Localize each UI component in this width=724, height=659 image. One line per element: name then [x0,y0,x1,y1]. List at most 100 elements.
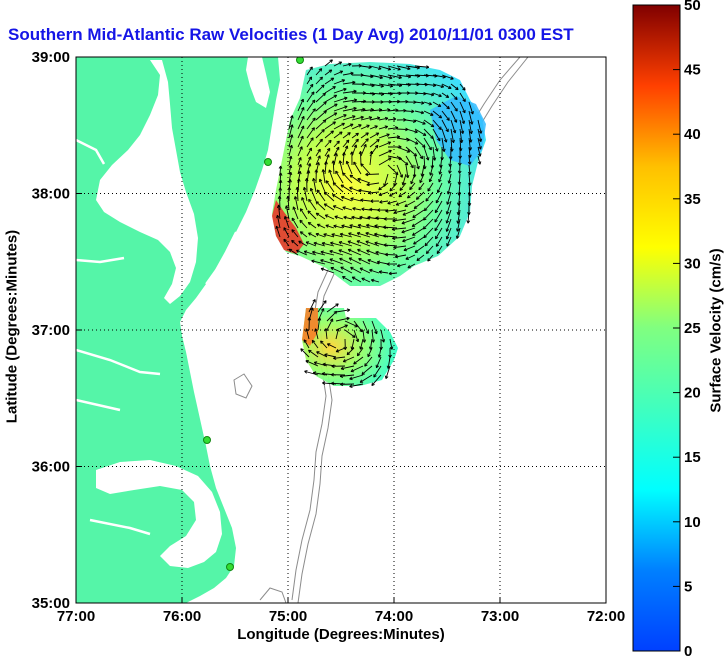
velocity-arrow [288,115,294,130]
velocity-arrow [432,110,443,119]
velocity-arrow [315,138,323,148]
velocity-arrow [315,110,327,121]
velocity-arrow [331,233,344,238]
velocity-arrow [468,101,474,115]
velocity-arrow [299,219,308,229]
velocity-arrow [435,191,443,204]
velocity-arrow [373,365,382,378]
velocity-arrow [369,138,380,148]
velocity-arrow [441,101,450,110]
velocity-arrow [329,258,344,265]
velocity-arrow [369,74,383,80]
velocity-arrow [385,209,398,213]
velocity-arrow [333,70,344,76]
velocity-arrow [306,108,316,121]
velocity-arrow [359,338,364,350]
pamlico-sound [96,460,222,568]
velocity-arrow [466,209,471,224]
velocity-arrow [432,101,442,107]
velocity-arrow [459,110,466,124]
velocity-arrow [358,188,371,193]
velocity-arrow [365,172,380,177]
colorbar-tick-label: 30 [684,255,701,272]
velocity-arrow [335,347,346,353]
velocity-arrow [370,278,380,283]
velocity-arrow [427,254,434,262]
longitude-tick-label: 73:00 [481,608,519,625]
velocity-arrow [308,299,316,313]
velocity-arrow [409,182,416,191]
velocity-arrow [326,318,334,331]
velocity-arrow [349,186,362,193]
velocity-arrow [316,223,326,229]
velocity-arrow [353,161,362,175]
velocity-arrow [395,200,407,206]
velocity-arrow [414,146,424,160]
velocity-arrow [307,317,312,331]
velocity-arrow [297,98,304,112]
velocity-arrow [308,198,317,211]
velocity-arrow [378,133,390,139]
velocity-arrow [324,112,338,121]
velocity-arrow [418,182,425,191]
velocity-arrow [303,250,317,256]
radar-station-marker [226,563,234,571]
velocity-arrow [369,268,380,274]
velocity-arrow [317,317,322,331]
velocity-arrow [315,232,326,238]
velocity-arrow [398,191,407,198]
velocity-vectors [275,59,483,388]
velocity-arrow [348,232,362,238]
velocity-arrow [459,101,466,114]
velocity-arrow [416,254,425,262]
velocity-arrow [415,191,425,200]
colorbar-tick-label: 15 [684,449,701,466]
velocity-arrow [477,119,483,134]
velocity-arrow [378,74,393,80]
velocity-arrow [333,105,348,112]
velocity-arrow [368,338,373,350]
latitude-ticks: 39:00 38:00 37:00 36:00 35:00 [32,49,82,612]
velocity-arrow [360,143,367,157]
velocity-arrow [339,374,355,378]
velocity-arrow [341,224,353,229]
velocity-arrow [414,65,430,69]
velocity-arrow [344,329,356,338]
velocity-arrow [396,155,409,166]
longitude-tick-label: 74:00 [375,608,413,625]
velocity-arrow [414,137,426,148]
velocity-arrow [412,209,425,218]
velocity-arrow [360,163,371,175]
velocity-arrow [413,236,425,245]
velocity-arrow [315,212,326,220]
velocity-arrow [333,140,340,148]
velocity-arrow [324,147,331,157]
velocity-arrow [334,215,344,220]
velocity-arrow [414,155,420,170]
velocity-arrow [359,374,373,383]
velocity-arrow [396,164,404,178]
colorbar-tick-label: 0 [684,643,692,659]
velocity-arrow [324,214,335,220]
velocity-arrow [333,224,344,229]
velocity-arrow [396,108,407,113]
velocity-arrow [446,236,452,247]
velocity-arrow [371,374,382,386]
colorbar-tick-label: 45 [684,62,701,79]
velocity-arrow [467,155,472,165]
velocity-arrow [384,365,391,379]
velocity-arrow [477,137,482,150]
velocity-arrow [428,173,434,183]
velocity-arrow [324,139,332,148]
velocity-arrow [360,124,370,130]
velocity-arrow [393,245,407,250]
velocity-arrow [299,231,308,238]
latitude-tick-label: 38:00 [32,186,70,203]
velocity-arrow [364,356,373,367]
velocity-arrow [324,69,333,76]
velocity-arrow [360,198,371,203]
velocity-arrow [297,115,305,130]
velocity-arrow [351,115,364,121]
velocity-arrow [342,139,350,148]
velocity-arrow [441,74,454,80]
